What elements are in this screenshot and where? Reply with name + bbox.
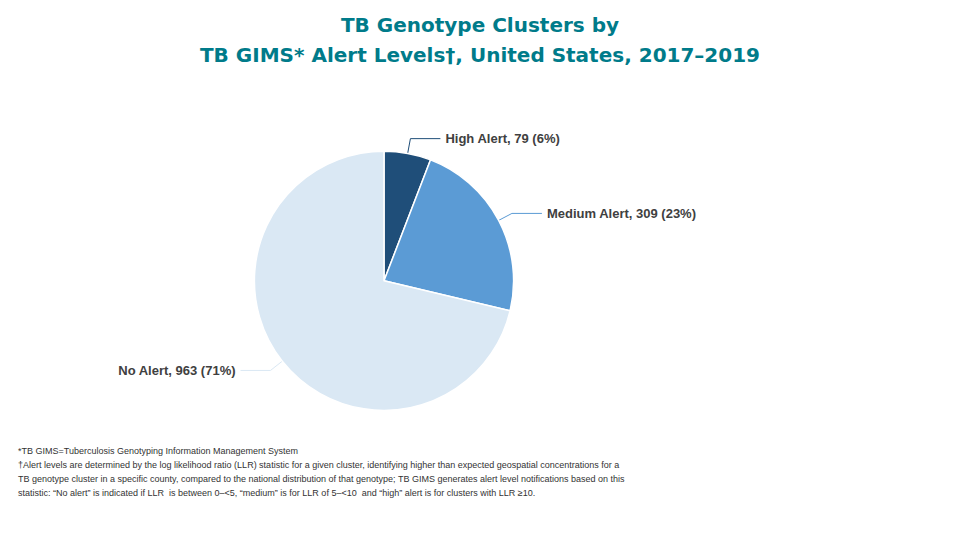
svg-text:High Alert, 79 (6%): High Alert, 79 (6%) (445, 131, 559, 146)
svg-text:No Alert, 963 (71%): No Alert, 963 (71%) (118, 363, 235, 378)
svg-text:TB Genotype Clusters by: TB Genotype Clusters by (341, 13, 619, 37)
svg-text:TB genotype cluster in a speci: TB genotype cluster in a specific county… (18, 474, 625, 484)
svg-text:Medium Alert, 309 (23%): Medium Alert, 309 (23%) (547, 206, 696, 221)
svg-text:statistic: “No alert” is indic: statistic: “No alert” is indicated if LL… (18, 488, 535, 498)
svg-text:†Alert levels are determined b: †Alert levels are determined by the log … (18, 460, 619, 470)
svg-text:*TB GIMS=Tuberculosis Genotypi: *TB GIMS=Tuberculosis Genotyping Informa… (18, 446, 298, 456)
svg-text:TB GIMS* Alert Levels†, United: TB GIMS* Alert Levels†, United States, 2… (200, 43, 760, 67)
